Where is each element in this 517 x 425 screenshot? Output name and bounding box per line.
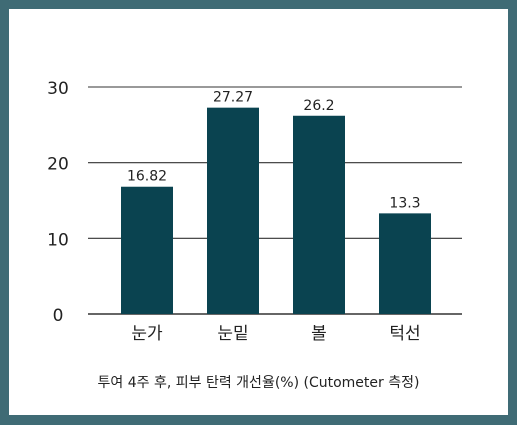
bar-1 — [121, 186, 173, 314]
x-tick-label-2: 눈밑 — [217, 324, 248, 344]
y-tick-label-30: 30 — [47, 79, 69, 99]
x-axis-ticks: 눈가 눈밑 볼 턱선 — [131, 324, 420, 344]
bar-3 — [293, 115, 345, 315]
data-label-4: 13.3 — [389, 195, 420, 211]
y-axis-ticks: 0 10 20 30 — [47, 79, 69, 326]
y-tick-label-20: 20 — [47, 155, 69, 175]
data-label-3: 26.2 — [303, 98, 334, 114]
data-label-2: 27.27 — [213, 90, 253, 106]
y-tick-label-10: 10 — [47, 230, 69, 250]
bar-4 — [379, 213, 431, 314]
bar-2 — [207, 107, 259, 314]
bars — [121, 107, 431, 315]
x-tick-label-4: 턱선 — [389, 324, 420, 344]
chart-caption: 투여 4주 후, 피부 탄력 개선율(%) (Cutometer 측정) — [97, 375, 420, 391]
x-tick-label-3: 볼 — [311, 324, 327, 344]
y-tick-label-0: 0 — [53, 306, 64, 326]
data-label-1: 16.82 — [127, 169, 167, 185]
x-tick-label-1: 눈가 — [131, 324, 163, 344]
data-labels: 16.82 27.27 26.2 13.3 — [127, 90, 421, 212]
